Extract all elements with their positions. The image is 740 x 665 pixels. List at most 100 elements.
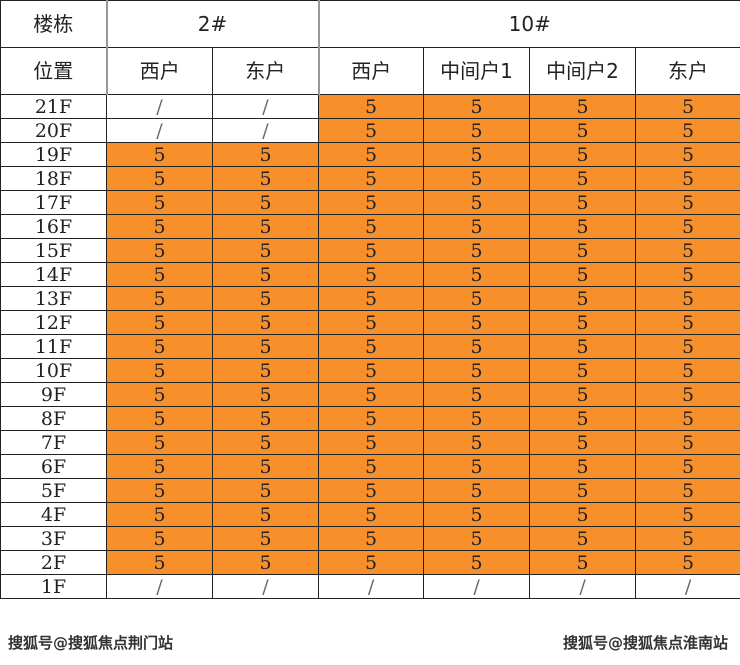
unit-cell: 5 <box>106 550 213 575</box>
unit-cell: 5 <box>635 166 740 191</box>
unit-cell: 5 <box>423 142 531 167</box>
floor-label: 15F <box>0 238 107 263</box>
unit-cell: 5 <box>423 382 531 407</box>
unit-cell: 5 <box>529 142 637 167</box>
table-row: 21F //5 5 5 5 <box>0 94 740 119</box>
floor-label: 11F <box>0 334 107 359</box>
unit-cell: 5 <box>106 238 213 263</box>
unit-cell: / <box>106 118 213 143</box>
unit-cell: 5 <box>211 262 320 287</box>
unit-cell: 5 <box>423 478 531 503</box>
unit-cell: / <box>211 118 320 143</box>
unit-cell: 5 <box>423 118 531 143</box>
table-row: 1F / / / / / / <box>0 574 740 599</box>
unit-cell: 5 <box>211 550 320 575</box>
table-row: 4F 5 5 5 5 5 5 <box>0 502 740 527</box>
unit-cell: 5 <box>318 310 425 335</box>
floor-label: 18F <box>0 166 107 191</box>
table-row: 19F 5 5 5 5 5 5 <box>0 142 740 167</box>
unit-cell: 5 <box>211 406 320 431</box>
floor-label: 1F <box>0 574 107 599</box>
unit-cell: 5 <box>529 358 637 383</box>
unit-cell: 5 <box>635 382 740 407</box>
unit-cell: 5 <box>211 166 320 191</box>
unit-cell: 5 <box>635 502 740 527</box>
unit-cell: 5 <box>318 478 425 503</box>
unit-cell: 5 <box>529 382 637 407</box>
floor-label: 14F <box>0 262 107 287</box>
unit-cell: 5 <box>106 502 213 527</box>
unit-cell: 5 <box>635 142 740 167</box>
unit-cell: 5 <box>318 262 425 287</box>
table-row: 10F 5 5 5 5 5 5 <box>0 358 740 383</box>
unit-cell: 5 <box>529 166 637 191</box>
unit-cell: 5 <box>318 238 425 263</box>
unit-cell: 5 <box>318 190 425 215</box>
unit-cell: 5 <box>423 334 531 359</box>
building-10-header: 10# <box>317 0 740 48</box>
unit-cell: 5 <box>423 238 531 263</box>
unit-cell: 5 <box>318 430 425 455</box>
unit-cell: 5 <box>106 478 213 503</box>
unit-header: 东户 <box>211 47 320 95</box>
unit-cell: 5 <box>423 502 531 527</box>
unit-cell: / <box>423 574 531 599</box>
unit-cell: 5 <box>318 166 425 191</box>
unit-cell: 5 <box>211 142 320 167</box>
unit-cell: 5 <box>106 190 213 215</box>
unit-cell: 5 <box>635 286 740 311</box>
unit-cell: 5 <box>635 526 740 551</box>
unit-cell: / <box>529 574 637 599</box>
floor-label: 3F <box>0 526 107 551</box>
unit-cell: 5 <box>211 478 320 503</box>
floor-label: 20F <box>0 118 107 143</box>
unit-cell: 5 <box>529 286 637 311</box>
floor-label: 8F <box>0 406 107 431</box>
unit-cell: 5 <box>635 214 740 239</box>
unit-cell: 5 <box>211 502 320 527</box>
unit-cell: 5 <box>211 454 320 479</box>
unit-cell: 5 <box>318 526 425 551</box>
table-row: 9F 5 5 5 5 5 5 <box>0 382 740 407</box>
unit-cell: 5 <box>529 334 637 359</box>
table-row: 7F 5 5 5 5 5 5 <box>0 430 740 455</box>
unit-cell: 5 <box>529 118 637 143</box>
table-row: 18F 5 5 5 5 5 5 <box>0 166 740 191</box>
unit-cell: 5 <box>423 406 531 431</box>
unit-cell: 5 <box>211 334 320 359</box>
floor-label: 17F <box>0 190 107 215</box>
table-row: 16F 5 5 5 5 5 5 <box>0 214 740 239</box>
unit-cell: 5 <box>318 502 425 527</box>
unit-cell: 5 <box>318 94 425 119</box>
unit-cell: 5 <box>106 334 213 359</box>
table-row: 13F 5 5 5 5 5 5 <box>0 286 740 311</box>
unit-header: 东户 <box>635 47 740 95</box>
unit-cell: 5 <box>635 334 740 359</box>
unit-cell: 5 <box>106 358 213 383</box>
unit-cell: / <box>318 574 425 599</box>
floor-label: 4F <box>0 502 107 527</box>
unit-cell: / <box>635 574 740 599</box>
unit-cell: 5 <box>423 262 531 287</box>
unit-cell: 5 <box>635 94 740 119</box>
unit-header: 西户 <box>317 47 425 95</box>
unit-cell: 5 <box>211 190 320 215</box>
unit-cell: 5 <box>211 382 320 407</box>
unit-cell: 5 <box>318 286 425 311</box>
unit-cell: 5 <box>318 454 425 479</box>
unit-cell: 5 <box>529 406 637 431</box>
building-label: 楼栋 <box>0 0 107 48</box>
unit-cell: 5 <box>529 190 637 215</box>
unit-cell: 5 <box>318 382 425 407</box>
unit-cell: 5 <box>423 310 531 335</box>
unit-cell: 5 <box>318 358 425 383</box>
watermark: 搜狐号@搜狐焦点淮南站 <box>562 634 728 652</box>
unit-cell: 5 <box>423 526 531 551</box>
unit-cell: 5 <box>106 454 213 479</box>
unit-cell: 5 <box>529 502 637 527</box>
unit-cell: 5 <box>423 430 531 455</box>
unit-header: 中间户2 <box>529 47 637 95</box>
unit-cell: 5 <box>318 118 425 143</box>
unit-header: 中间户1 <box>423 47 531 95</box>
table-row: 11F 5 5 5 5 5 5 <box>0 334 740 359</box>
